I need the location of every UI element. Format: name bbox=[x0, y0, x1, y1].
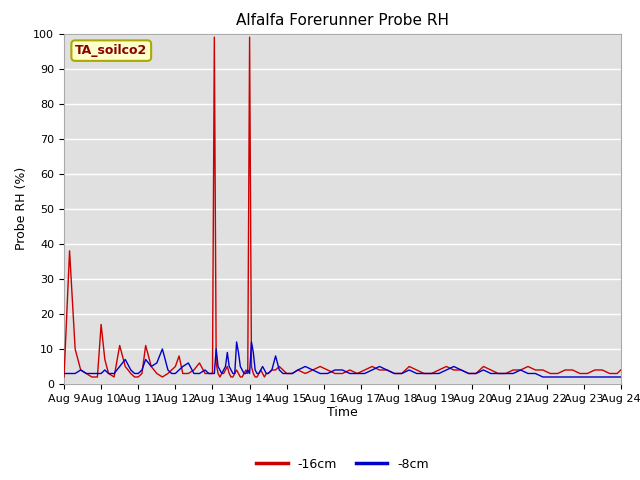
Text: TA_soilco2: TA_soilco2 bbox=[75, 44, 147, 57]
Y-axis label: Probe RH (%): Probe RH (%) bbox=[15, 167, 28, 251]
X-axis label: Time: Time bbox=[327, 407, 358, 420]
Legend: -16cm, -8cm: -16cm, -8cm bbox=[252, 453, 433, 476]
Title: Alfalfa Forerunner Probe RH: Alfalfa Forerunner Probe RH bbox=[236, 13, 449, 28]
